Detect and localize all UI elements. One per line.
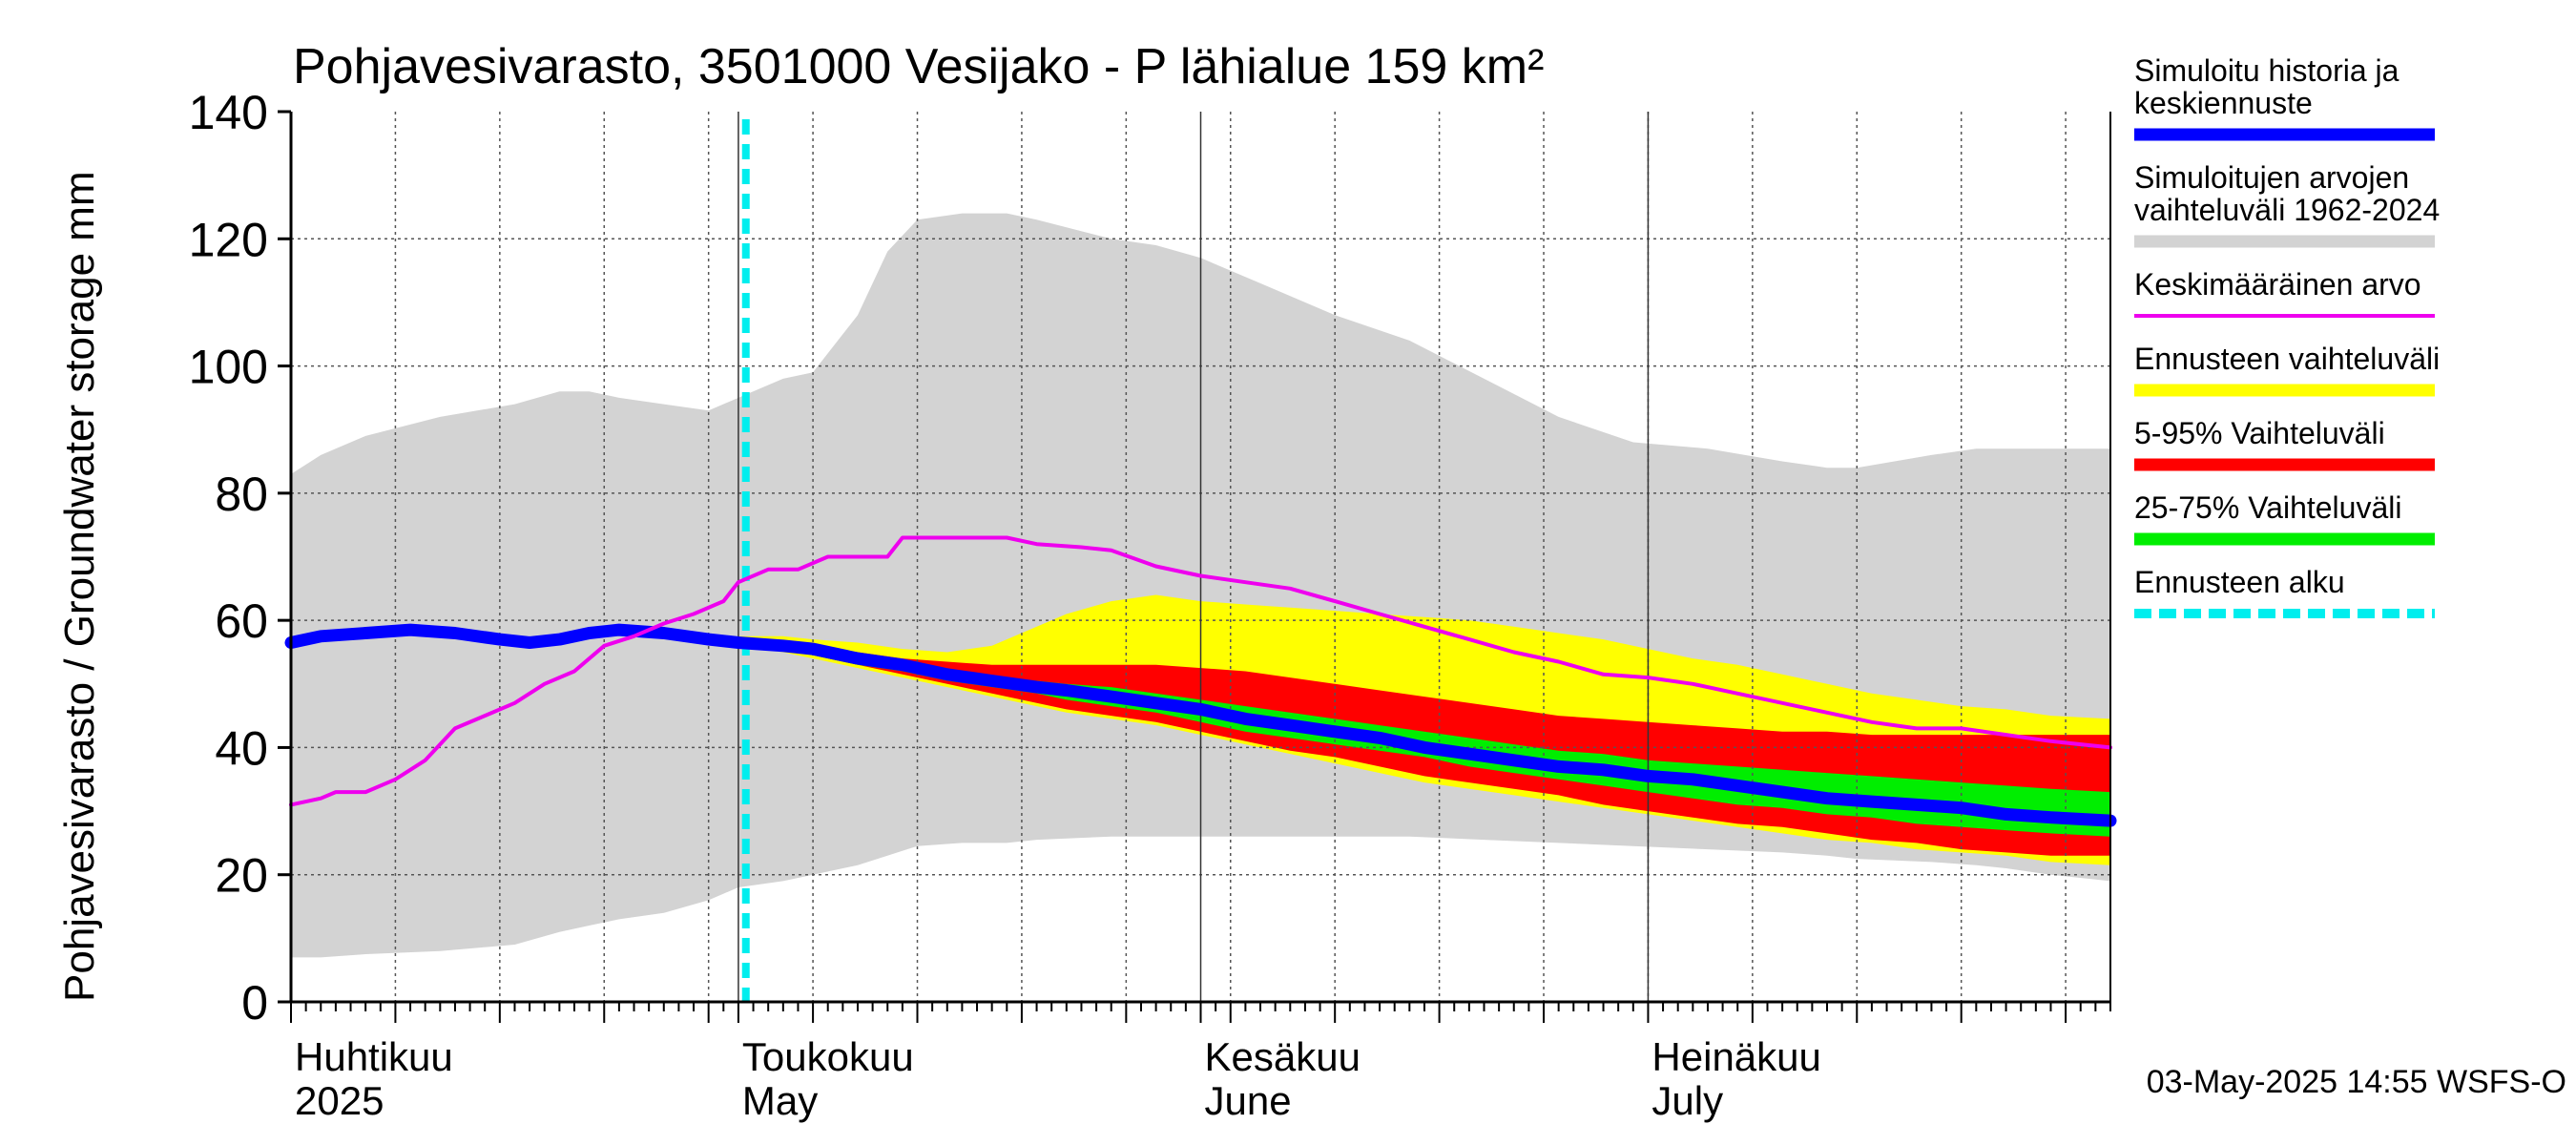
- y-tick-label: 20: [215, 849, 268, 903]
- month-label-sub: 2025: [295, 1078, 384, 1123]
- month-label-sub: May: [742, 1078, 818, 1123]
- legend-label2-0: keskiennuste: [2134, 86, 2313, 120]
- average-line: [289, 535, 2112, 807]
- legend-label-6: Ennusteen alku: [2134, 565, 2345, 599]
- month-label: Huhtikuu: [295, 1034, 453, 1079]
- y-tick-label: 60: [215, 594, 268, 648]
- y-tick-label: 80: [215, 468, 268, 521]
- month-label: Toukokuu: [742, 1034, 914, 1079]
- month-label: Kesäkuu: [1205, 1034, 1361, 1079]
- month-label-sub: July: [1652, 1078, 1723, 1123]
- month-label: Heinäkuu: [1652, 1034, 1820, 1079]
- legend-label-3: Ennusteen vaihteluväli: [2134, 342, 2440, 376]
- footer-timestamp: 03-May-2025 14:55 WSFS-O: [2147, 1064, 2566, 1100]
- legend-label-5: 25-75% Vaihteluväli: [2134, 490, 2401, 525]
- y-tick-label: 40: [215, 721, 268, 775]
- legend-label-4: 5-95% Vaihteluväli: [2134, 416, 2385, 450]
- lines-layer: [284, 119, 2117, 1002]
- axes-layer: [278, 110, 2111, 1023]
- grid-layer: [291, 112, 2110, 1002]
- y-tick-label: 120: [189, 213, 268, 266]
- y-tick-label: 0: [241, 976, 268, 1030]
- y-axis-label: Pohjavesivarasto / Groundwater storage m…: [56, 171, 103, 1002]
- legend-label2-1: vaihteluväli 1962-2024: [2134, 193, 2440, 227]
- y-tick-label: 140: [189, 86, 268, 139]
- legend-label-1: Simuloitujen arvojen: [2134, 160, 2409, 195]
- legend-label-0: Simuloitu historia ja: [2134, 53, 2399, 88]
- mean-forecast-line: [284, 623, 2117, 827]
- month-label-sub: June: [1205, 1078, 1292, 1123]
- legend-label-2: Keskimääräinen arvo: [2134, 267, 2421, 302]
- chart-title: Pohjavesivarasto, 3501000 Vesijako - P l…: [293, 39, 1544, 94]
- y-tick-label: 100: [189, 341, 268, 394]
